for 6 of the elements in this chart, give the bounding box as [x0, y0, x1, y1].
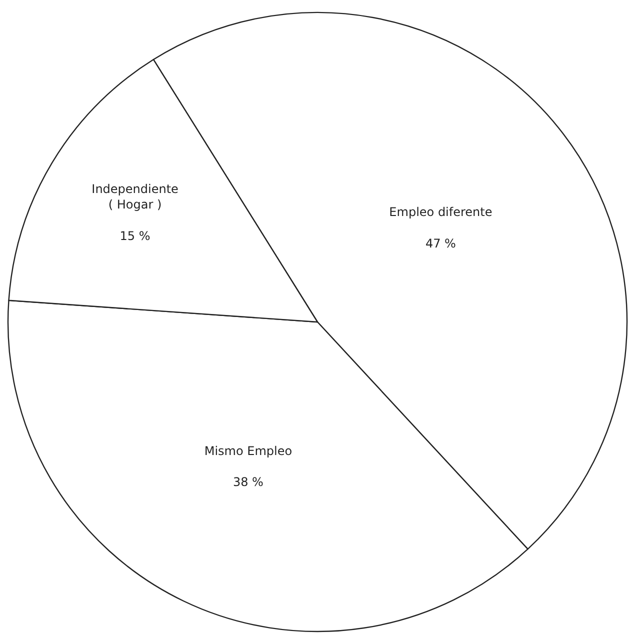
data-label: 47 % — [425, 236, 456, 250]
slice-label: Mismo Empleo — [204, 444, 292, 458]
data-label: 38 % — [232, 475, 264, 490]
slice-label: Empleo diferente — [389, 205, 492, 220]
slice-label: Independiente ( Hogar ) — [92, 182, 178, 212]
data-label: 15 % — [120, 228, 150, 243]
